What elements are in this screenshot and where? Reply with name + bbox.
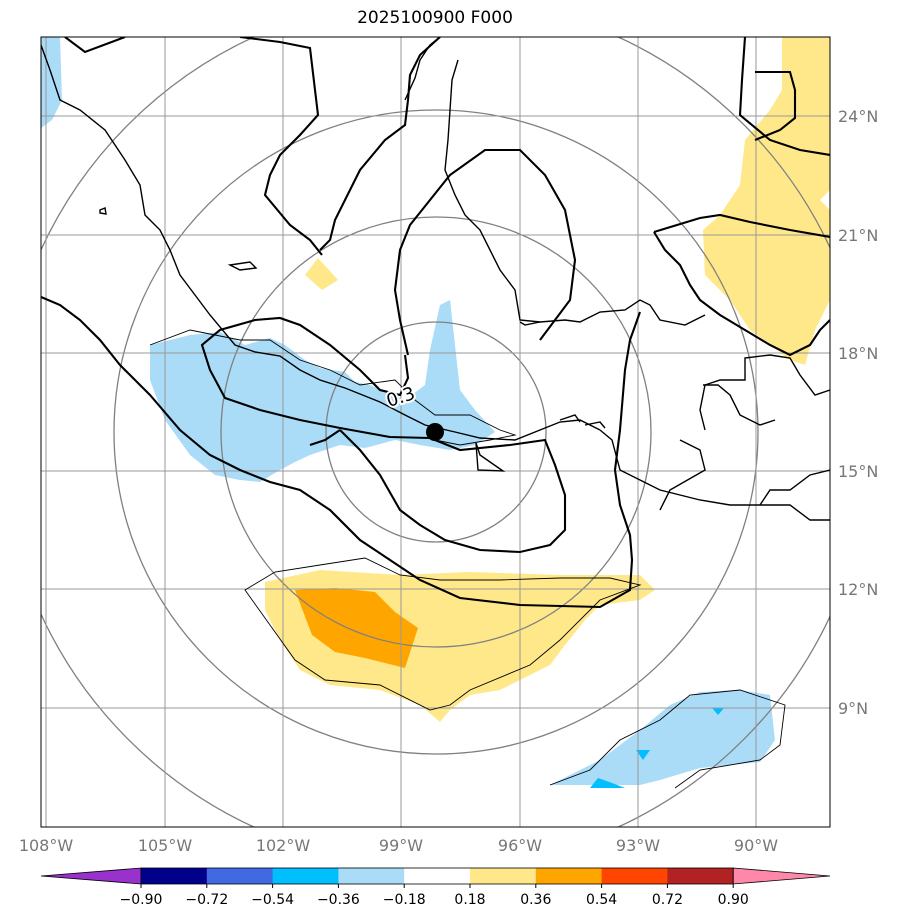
lat-label: 18°N [838,344,878,363]
colorbar-tick-label: 0.18 [454,892,485,908]
colorbar-swatch [601,868,668,884]
colorbar-swatch [667,868,734,884]
graticule [41,37,830,827]
lat-label: 12°N [838,580,878,599]
positive-area [295,588,418,668]
negative-area [550,690,775,785]
colorbar-extend-high [732,867,831,885]
lat-label: 24°N [838,107,878,126]
negative-area [150,300,495,482]
lon-label: 99°W [379,836,423,855]
negative-area [41,37,62,128]
longitude-labels: 108°W 105°W 102°W 99°W 96°W 93°W 90°W [19,836,778,855]
negative-area [590,778,625,788]
negative-area [636,750,650,760]
lon-label: 105°W [138,836,193,855]
lon-label: 90°W [734,836,778,855]
colorbar-tick-label: 0.90 [718,892,749,908]
positive-area [305,258,338,290]
colorbar-swatch [470,868,537,884]
lon-label: 93°W [616,836,660,855]
colorbar-swatch [535,868,603,884]
lon-label: 96°W [498,836,542,855]
colorbar-swatch [206,868,274,884]
colorbar: −0.90 −0.72 −0.54 −0.36 −0.18 0.18 0.36 0.54 0.7… [40,867,831,908]
colorbar-swatch [338,868,405,884]
lat-label: 21°N [838,226,878,245]
map-title: 2025100900 F000 [357,8,513,28]
negative-area [712,708,724,715]
colorbar-tick-label: 0.72 [652,892,683,908]
lon-label: 102°W [256,836,311,855]
colorbar-swatch [141,868,208,884]
colorbar-swatch [272,868,339,884]
colorbar-tick-label: −0.90 [120,892,163,908]
colorbar-tick-label: 0.54 [586,892,617,908]
coastlines [41,37,830,521]
field-shading [41,37,830,788]
colorbar-swatch [404,868,471,884]
positive-area [703,37,830,365]
map-frame [40,36,831,828]
center-point-marker [426,423,444,441]
colorbar-tick-label: −0.36 [317,892,360,908]
colorbar-outline [140,867,734,885]
range-rings [41,37,830,827]
field-outlines [149,329,786,789]
lat-label: 15°N [838,462,878,481]
colorbar-tick-label: −0.72 [185,892,228,908]
colorbar-extend-low [40,867,142,885]
latitude-labels: 24°N 21°N 18°N 15°N 12°N 9°N [838,107,878,718]
lat-label: 9°N [838,699,868,718]
colorbar-tick-label: −0.54 [251,892,294,908]
colorbar-tick-label: −0.18 [383,892,426,908]
lon-label: 108°W [19,836,74,855]
colorbar-tick-label: 0.36 [520,892,551,908]
contour-lines [41,37,830,609]
